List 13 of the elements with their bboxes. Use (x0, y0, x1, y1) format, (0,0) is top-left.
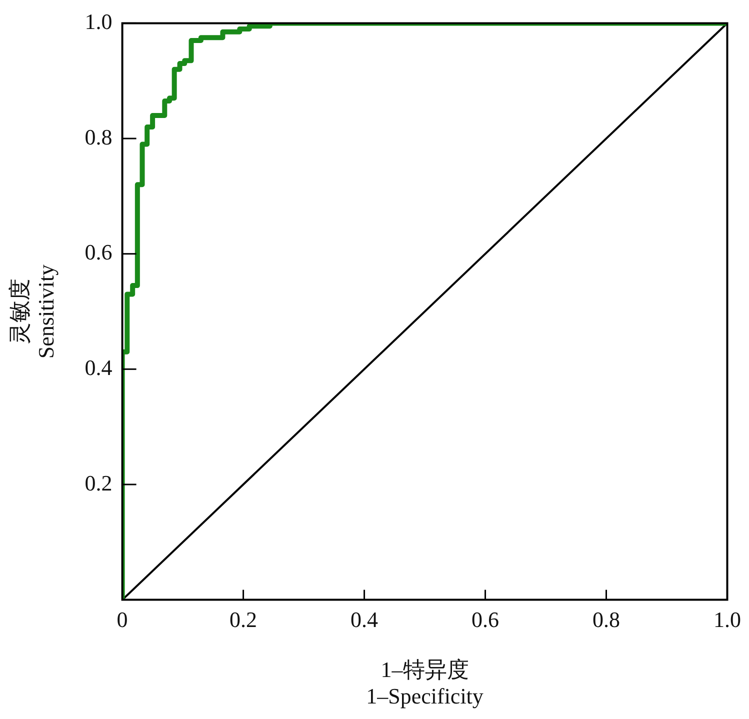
y-tick-label: 0.8 (84, 124, 112, 150)
y-tick-label: 0.2 (84, 470, 112, 496)
x-tick-label: 0.2 (230, 606, 258, 632)
x-tick-label: 0.6 (472, 606, 500, 632)
y-tick-label: 0.6 (84, 240, 112, 265)
x-axis-title: 1–特异度 1–Specificity (366, 657, 484, 709)
x-tick-label: 0 (116, 606, 128, 632)
x-tick-label: 0.8 (592, 606, 620, 632)
y-axis-title: 灵敏度 Sensitivity (6, 264, 58, 359)
y-tick-label: 0.4 (84, 354, 112, 380)
x-tick-label: 0.4 (350, 606, 378, 632)
y-tick-label: 1.0 (84, 8, 112, 34)
x-tick-label: 1.0 (714, 606, 741, 632)
